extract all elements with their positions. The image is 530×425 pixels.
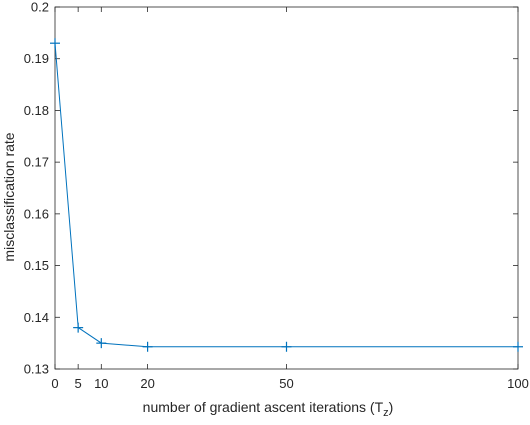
x-tick-label: 50 xyxy=(279,376,293,391)
y-tick-label: 0.15 xyxy=(24,258,49,273)
data-point xyxy=(142,341,153,352)
y-axis-label: misclassification rate xyxy=(1,132,17,261)
y-tick-label: 0.14 xyxy=(24,310,49,325)
axes xyxy=(54,6,519,370)
data-point xyxy=(96,338,107,349)
y-tick-label: 0.2 xyxy=(31,0,49,15)
y-tick-label: 0.18 xyxy=(24,103,49,118)
x-tick-label: 10 xyxy=(94,376,108,391)
x-axis-label-subscript: z xyxy=(383,407,389,419)
data-point xyxy=(513,341,523,352)
y-tick-label: 0.16 xyxy=(24,206,49,221)
x-axis-label: number of gradient ascent iterations (Tz… xyxy=(143,399,394,419)
x-tick-label: 20 xyxy=(140,376,154,391)
x-axis-label-close: ) xyxy=(389,399,394,415)
y-tick-label: 0.17 xyxy=(24,155,49,170)
data-point xyxy=(73,322,84,333)
plot-frame xyxy=(54,6,519,370)
data-point xyxy=(50,38,60,49)
x-tick-label: 5 xyxy=(75,376,82,391)
x-tick-label: 100 xyxy=(507,376,529,391)
y-tick-label: 0.19 xyxy=(24,51,49,66)
data-point xyxy=(281,341,292,352)
x-tick-label: 0 xyxy=(51,376,58,391)
ticks: 0 5 10 20 50 100 0.13 0.14 0.15 0.16 0.17 0.18 0.19 0… xyxy=(24,0,529,391)
series-line xyxy=(54,43,518,348)
data-series xyxy=(50,38,523,352)
y-tick-label: 0.13 xyxy=(24,362,49,377)
x-axis-label-main: number of gradient ascent iterations (T xyxy=(143,399,384,415)
